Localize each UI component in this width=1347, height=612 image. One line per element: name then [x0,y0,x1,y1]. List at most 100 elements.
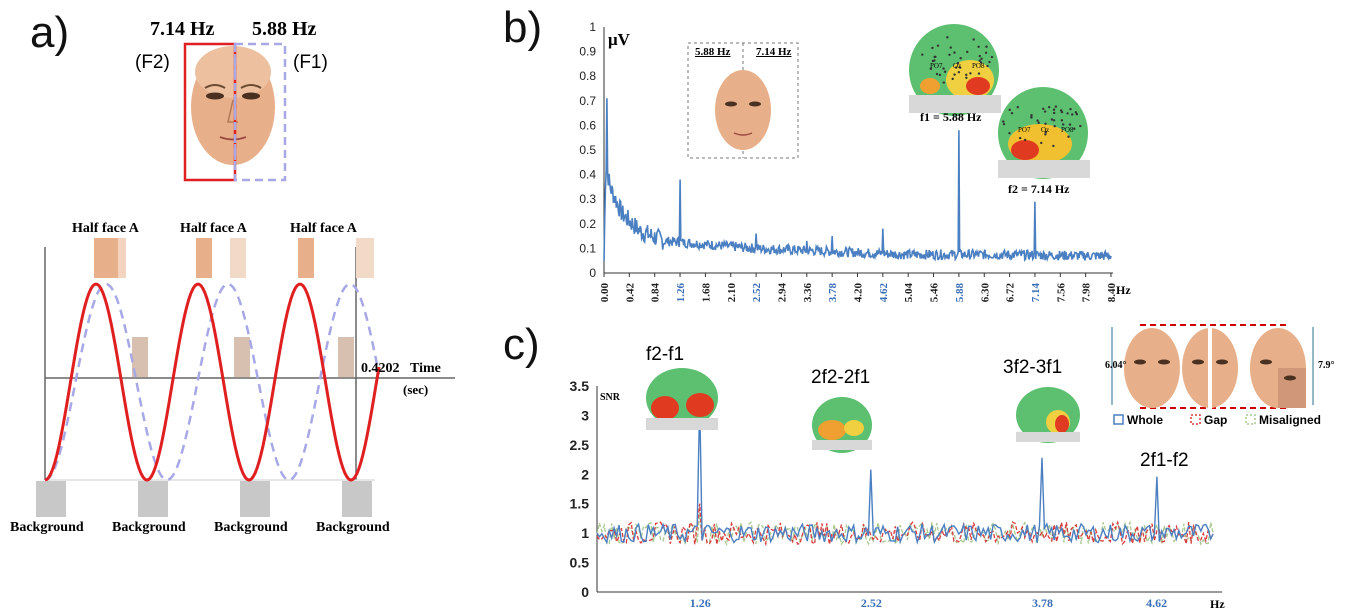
electrode-dot [956,61,960,65]
b-xtick-label: 4.20 [853,283,865,303]
electrode-dot [1018,136,1022,140]
c-legend-whole: Whole [1127,413,1163,427]
electrode-dot [972,38,975,41]
c-ytick-label: 3.5 [570,378,590,394]
background-block [342,481,372,517]
b-xtick-label: 8.40 [1106,283,1118,303]
c-annot-1: f2-f1 [646,344,685,365]
electrode-dot [965,73,968,77]
electrode-dot [929,67,933,71]
panel-label-c: c) [503,320,540,369]
c-inset-faces [1111,324,1314,425]
electrode-dot [946,36,949,39]
c-topo-map-1 [646,368,718,430]
b-ytick-label: 0 [589,266,596,280]
c-topo-map-2 [812,397,872,453]
b-electrode-3: PO8 [972,62,985,70]
electrode-dot [958,66,962,69]
panel-label-a: a) [30,8,70,57]
b-xtick-label: 3.36 [802,283,814,303]
electrode-dot [985,45,988,48]
electrode-dot [931,46,934,50]
b-inset-face [715,70,771,150]
b-xtick-label: 5.04 [903,283,915,303]
electrode-dot [1062,123,1065,126]
electrode-dot [1052,108,1056,111]
c-xtick-label: 2.52 [861,596,882,610]
electrode-dot [966,50,969,54]
b-ytick-label: 0.8 [579,69,596,83]
electrode-dot [1040,141,1043,145]
c-xtick-label: 1.26 [690,596,711,610]
electrode-dot [953,73,956,76]
b-electrode-1: PO7 [930,62,943,70]
electrode-dot [1052,111,1056,115]
electrode-dot [986,64,989,68]
background-label-1: Background [10,520,84,535]
b-ytick-label: 0.1 [579,241,596,255]
b-ytick-label: 0.3 [579,192,596,206]
background-block [36,481,66,517]
b-electrode-5: Oz [1041,126,1050,134]
time-label: Time [410,361,441,376]
freq-right-label: 5.88 Hz [252,18,317,40]
b-xtick-label: 3.78 [827,283,839,303]
b-xtick-label: 7.14 [1030,283,1042,303]
c-annot-2: 2f2-2f1 [811,367,871,388]
face-illustration [191,46,275,165]
c-legend-gap: Gap [1204,413,1228,427]
electrode-dot [1044,131,1047,134]
c-deg-left: 6.04° [1105,360,1127,371]
b-annot-f2: f2 = 7.14 Hz [1008,182,1070,196]
background-label-2: Background [112,520,186,535]
electrode-dot [935,72,939,76]
electrode-dot [1044,133,1047,136]
electrode-dot [1010,111,1014,115]
c-series-line-misaligned [596,512,1214,547]
b-ylabel: μV [608,30,630,49]
b-inset-right-label: 7.14 Hz [756,46,792,58]
electrode-dot [942,81,946,84]
electrode-dot [969,72,972,75]
electrode-dot [959,56,962,60]
electrode-dot [954,66,958,69]
b-ytick-label: 0.7 [579,94,596,108]
tag-right: (F1) [293,52,328,73]
electrode-dot [1036,119,1039,122]
electrode-dot [1016,105,1019,109]
b-xtick-label: 6.30 [979,283,991,303]
background-label-4: Background [316,520,390,535]
electrode-dot [1060,119,1064,122]
b-xtick-label: 4.62 [878,283,890,303]
electrode-dot [1047,105,1051,109]
c-xlabel: Hz [1210,597,1225,611]
b-xlabel: Hz [1116,283,1131,297]
c-ytick-label: 1 [581,525,589,541]
electrode-dot [943,70,947,73]
b-xtick-label: 2.52 [751,283,763,303]
electrode-dot [1074,111,1078,114]
electrode-dot [1042,107,1045,111]
b-inset-left-label: 5.88 Hz [695,46,731,58]
electrode-dot [933,55,936,59]
electrode-dot [1008,131,1011,135]
electrode-dot [1002,122,1006,126]
b-topo-map-f2 [998,87,1090,179]
c-deg-right: 7.9° [1318,360,1335,371]
electrode-dot [978,59,981,62]
background-block [240,481,270,517]
electrode-dot [1023,138,1027,142]
electrode-dot [948,53,951,56]
half-face-label-1: Half face A [72,221,139,236]
background-label-3: Background [214,520,288,535]
wave-f2 [44,282,381,482]
b-xtick-label: 1.26 [675,283,687,303]
electrode-dot [953,51,956,54]
electrode-dot [938,73,942,77]
electrode-dot [1066,112,1069,115]
b-ytick-label: 0.5 [579,143,596,157]
electrode-dot [1052,119,1056,122]
electrode-dot [1073,127,1076,130]
b-electrode-2: Oz [953,62,962,70]
